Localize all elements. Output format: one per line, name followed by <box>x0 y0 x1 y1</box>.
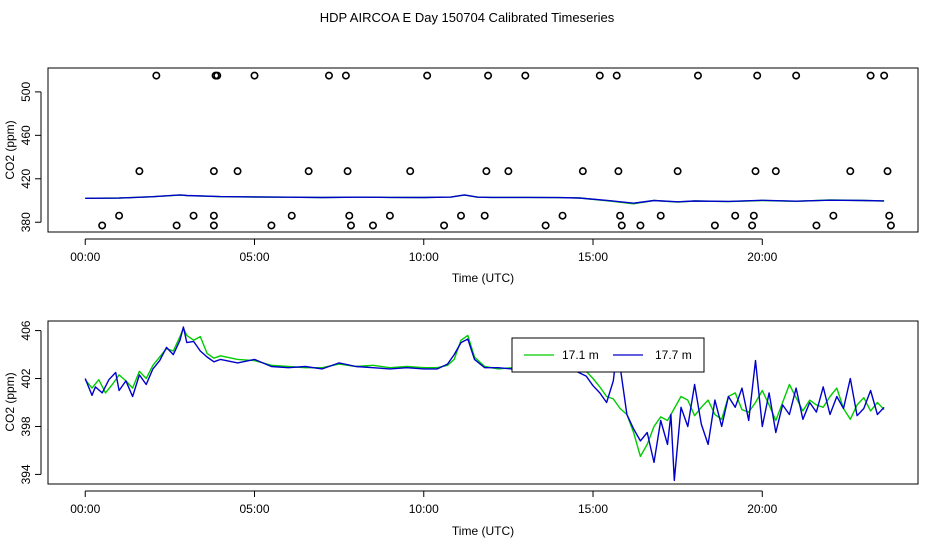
y-tick-label: 500 <box>19 82 33 102</box>
outlier-point <box>385 211 394 220</box>
outlier-point <box>886 221 895 230</box>
outlier-point <box>368 221 377 230</box>
outlier-point <box>578 167 587 176</box>
outlier-point <box>287 211 296 220</box>
legend-label-17-7m: 17.7 m <box>655 348 692 362</box>
series-line-green <box>84 327 885 458</box>
outlier-point <box>304 167 313 176</box>
legend-label-17-1m: 17.1 m <box>562 348 599 362</box>
outlier-point <box>209 167 218 176</box>
outlier-point <box>233 167 242 176</box>
outlier-point <box>612 71 621 80</box>
outlier-point <box>482 167 491 176</box>
outlier-point <box>558 211 567 220</box>
outlier-point <box>267 221 276 230</box>
outlier-point <box>172 221 181 230</box>
outlier-point <box>617 221 626 230</box>
y-tick-label: 420 <box>19 168 33 188</box>
outlier-point <box>346 221 355 230</box>
panel1-frame <box>47 67 919 233</box>
outlier-point <box>541 221 550 230</box>
legend: 17.1 m 17.7 m <box>511 337 705 373</box>
outlier-point <box>406 167 415 176</box>
outlier-point <box>521 71 530 80</box>
outlier-point <box>693 71 702 80</box>
y-tick-label: 406 <box>19 320 33 340</box>
outlier-point <box>115 211 124 220</box>
outlier-point <box>749 211 758 220</box>
outlier-point <box>345 211 354 220</box>
outlier-point <box>135 167 144 176</box>
outlier-point <box>343 167 352 176</box>
panel2-frame <box>47 320 919 485</box>
outlier-point <box>504 167 513 176</box>
outlier-point <box>710 221 719 230</box>
outlier-point <box>209 211 218 220</box>
panel2-xlabel: Time (UTC) <box>452 524 514 538</box>
x-tick-label: 00:00 <box>70 250 100 264</box>
outlier-point <box>98 221 107 230</box>
outlier-point <box>213 71 222 80</box>
panel2-ylabel: CO2 (ppm) <box>3 372 17 431</box>
y-tick-label: 394 <box>19 464 33 484</box>
x-tick-label: 10:00 <box>409 250 439 264</box>
x-tick-label: 05:00 <box>239 250 269 264</box>
outlier-point <box>189 211 198 220</box>
outlier-point <box>440 221 449 230</box>
outlier-point <box>456 211 465 220</box>
outlier-point <box>484 71 493 80</box>
outlier-point <box>423 71 432 80</box>
x-tick-label: 00:00 <box>70 502 100 516</box>
y-tick-label: 380 <box>19 212 33 232</box>
outlier-point <box>341 71 350 80</box>
outlier-point <box>152 71 161 80</box>
outlier-point <box>731 211 740 220</box>
series-line-blue <box>85 194 885 204</box>
y-tick-label: 460 <box>19 125 33 145</box>
outlier-point <box>209 221 218 230</box>
x-tick-label: 05:00 <box>239 502 269 516</box>
outlier-point <box>595 71 604 80</box>
calibrated-co2-panel: Time (UTC) CO2 (ppm) 00:00 05:00 10:00 15:0… <box>3 67 919 285</box>
outlier-point <box>656 211 665 220</box>
panel1-xlabel: Time (UTC) <box>452 271 514 285</box>
outlier-point <box>812 221 821 230</box>
outlier-point <box>324 71 333 80</box>
outlier-point <box>771 167 780 176</box>
y-tick-label: 398 <box>19 416 33 436</box>
outlier-point <box>480 211 489 220</box>
x-tick-label: 20:00 <box>747 502 777 516</box>
outlier-point <box>866 71 875 80</box>
outlier-point <box>751 167 760 176</box>
outlier-point <box>880 71 889 80</box>
outlier-point <box>885 211 894 220</box>
x-tick-label: 10:00 <box>409 502 439 516</box>
outlier-point <box>829 211 838 220</box>
outlier-point <box>616 211 625 220</box>
outlier-point <box>748 221 757 230</box>
x-tick-label: 20:00 <box>747 250 777 264</box>
outlier-point <box>753 71 762 80</box>
panel1-ylabel: CO2 (ppm) <box>3 120 17 179</box>
outlier-point <box>673 167 682 176</box>
outlier-point <box>883 167 892 176</box>
y-tick-label: 402 <box>19 368 33 388</box>
outlier-point <box>614 167 623 176</box>
figure-title: HDP AIRCOA E Day 150704 Calibrated Times… <box>320 10 615 25</box>
outlier-point <box>846 167 855 176</box>
tower-level-panel: Time (UTC) CO2 (ppm) 00:00 05:00 10:00 15:0… <box>3 320 919 538</box>
outlier-point <box>792 71 801 80</box>
outlier-point <box>250 71 259 80</box>
x-tick-label: 15:00 <box>578 250 608 264</box>
outlier-point <box>636 221 645 230</box>
x-tick-label: 15:00 <box>578 502 608 516</box>
